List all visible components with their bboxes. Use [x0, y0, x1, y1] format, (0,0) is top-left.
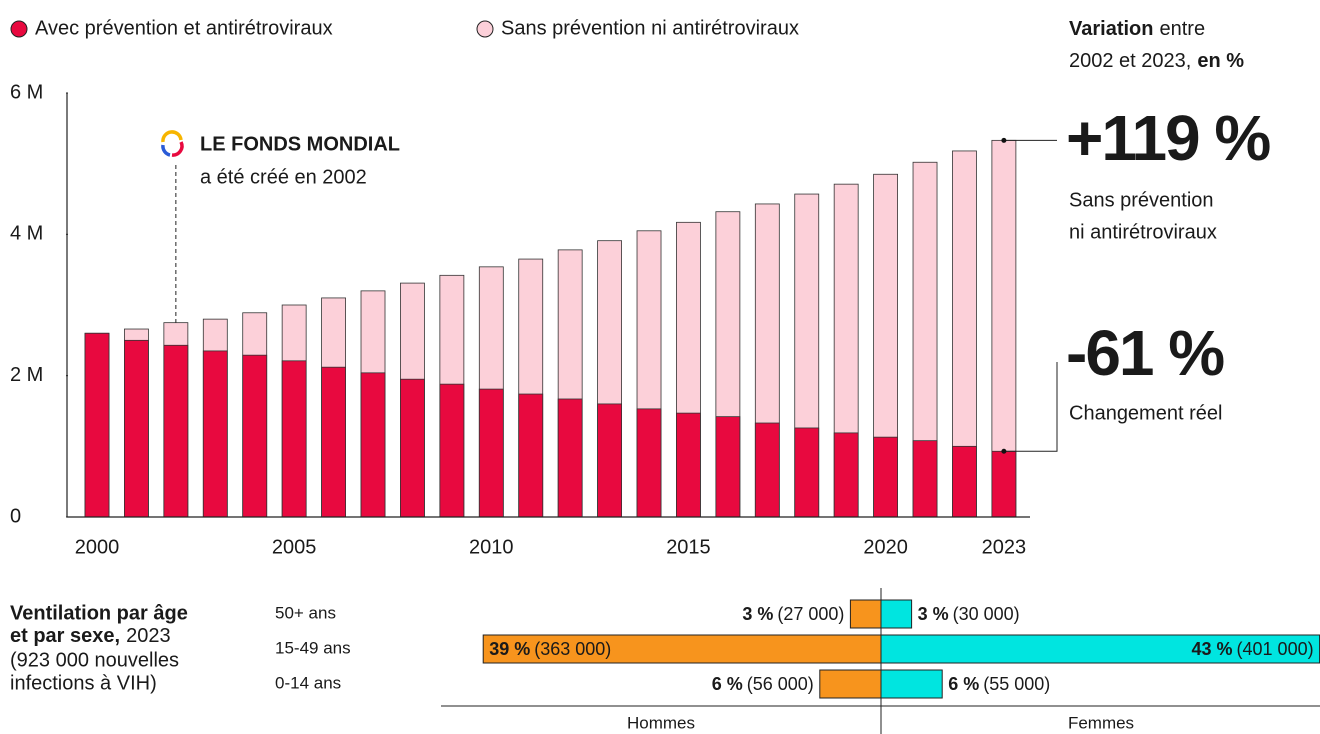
variation-label: Changement réel [1069, 402, 1222, 424]
legend-marker [476, 20, 494, 38]
annotation-title: LE FONDS MONDIAL [200, 133, 400, 155]
y-tick-label: 0 [10, 505, 21, 527]
breakdown-title: Ventilation par âge [10, 602, 188, 624]
bar-label-percent: 39 % [489, 639, 530, 659]
row-label: 50+ ans [275, 603, 336, 622]
logo [161, 130, 184, 157]
variation-label: Sans prévention [1069, 189, 1214, 211]
bar [281, 360, 307, 518]
bar [636, 408, 662, 518]
breakdown-title: et par sexe, 2023 [10, 625, 171, 647]
bar-label-percent: 3 % [742, 604, 773, 624]
variation-bold: en % [1197, 50, 1244, 72]
bar [360, 372, 386, 518]
legend-marker [10, 20, 28, 38]
variation-text: entre [1159, 18, 1205, 40]
bar-label-percent: 6 % [948, 674, 979, 694]
bar [557, 398, 583, 518]
bar-label: 3 % (30 000) [918, 604, 1020, 624]
y-tick-label: 4 M [10, 223, 43, 245]
bar [794, 427, 820, 518]
connector-dot [1001, 137, 1007, 143]
bar [754, 422, 780, 518]
variation-header: Variation entre [1069, 18, 1205, 40]
bar-label-count: (363 000) [534, 639, 611, 659]
bar [202, 350, 228, 518]
bar [242, 354, 268, 518]
x-tick-label: 2005 [272, 536, 317, 558]
bar [819, 669, 882, 699]
bar [880, 669, 943, 699]
bar [84, 332, 110, 518]
bar [952, 445, 977, 518]
bar [880, 599, 913, 629]
bar-label: 3 % (27 000) [742, 604, 844, 624]
bar-label-count: (27 000) [777, 604, 844, 624]
bar [715, 416, 741, 518]
bar [880, 634, 1320, 664]
bar [873, 436, 898, 518]
variation-bold: Variation [1069, 18, 1153, 40]
variation-value: -61 % [1066, 317, 1224, 389]
bar [163, 344, 189, 518]
bar [478, 388, 504, 518]
annotation-text: a été créé en 2002 [200, 166, 367, 188]
bar [482, 634, 882, 664]
connector [1003, 362, 1058, 452]
breakdown-subtitle: (923 000 nouvelles [10, 649, 179, 671]
bar [991, 450, 1017, 518]
bar [849, 599, 882, 629]
bar-label: 43 % (401 000) [1192, 639, 1314, 659]
bar [676, 412, 701, 518]
bar [321, 366, 346, 518]
axis-label: Hommes [627, 713, 695, 732]
bar-label-count: (56 000) [747, 674, 814, 694]
connector-dot [1001, 448, 1007, 454]
x-tick-label: 2010 [469, 536, 514, 558]
variation-label: ni antirétroviraux [1069, 221, 1217, 243]
x-tick-label: 2015 [666, 536, 711, 558]
bar-label-percent: 3 % [918, 604, 949, 624]
bar-label-count: (30 000) [953, 604, 1020, 624]
bar [124, 339, 149, 518]
legend-label: Avec prévention et antirétroviraux [35, 17, 333, 39]
bar-label-percent: 6 % [712, 674, 743, 694]
x-tick-label: 2000 [75, 536, 120, 558]
y-tick-label: 6 M [10, 81, 43, 103]
variation-header: 2002 et 2023, en % [1069, 50, 1244, 72]
bar [439, 383, 465, 518]
x-tick-label: 2020 [863, 536, 908, 558]
axis-label: Femmes [1068, 713, 1134, 732]
bar [400, 378, 425, 518]
legend-label: Sans prévention ni antirétroviraux [501, 17, 799, 39]
bar [518, 393, 544, 518]
breakdown-title-bold: et par sexe, [10, 625, 120, 647]
y-tick-label: 2 M [10, 364, 43, 386]
bar [597, 403, 622, 518]
bar-label: 6 % (55 000) [948, 674, 1050, 694]
breakdown-subtitle: infections à VIH) [10, 672, 157, 694]
bar-label: 6 % (56 000) [712, 674, 814, 694]
row-label: 0-14 ans [275, 673, 341, 692]
variation-value: +119 % [1066, 102, 1270, 174]
x-tick-label: 2023 [982, 536, 1027, 558]
bar-label-count: (55 000) [983, 674, 1050, 694]
breakdown-year: 2023 [126, 625, 171, 647]
variation-text: 2002 et 2023, [1069, 50, 1191, 72]
bar-label: 39 % (363 000) [489, 639, 611, 659]
bar [833, 432, 859, 518]
bar [912, 440, 938, 518]
row-label: 15-49 ans [275, 638, 351, 657]
bar-label-count: (401 000) [1237, 639, 1314, 659]
bar-label-percent: 43 % [1192, 639, 1233, 659]
